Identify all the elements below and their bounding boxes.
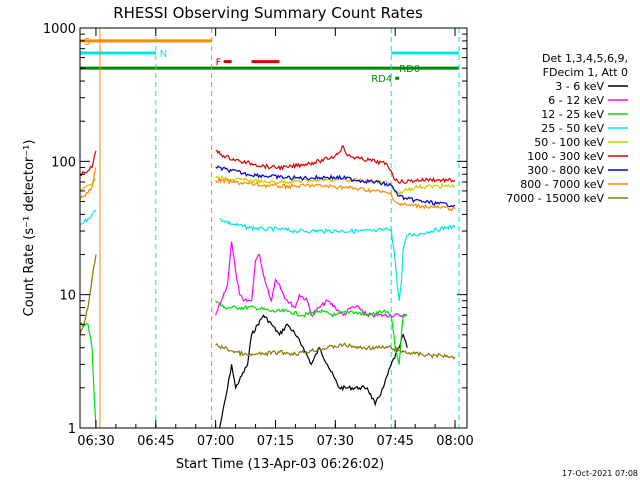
y-tick-label-1: 10	[59, 289, 76, 304]
series-line-8-0	[80, 254, 97, 335]
x-tick-label-5: 07:45	[376, 434, 413, 449]
series-line-7-0	[80, 167, 97, 200]
x-tick-label-2: 07:00	[197, 434, 234, 449]
y-tick-label-0: 1	[68, 422, 76, 437]
plot-frame	[79, 27, 468, 429]
series-line-3-1	[219, 218, 456, 301]
x-tick-label-0: 06:30	[77, 434, 114, 449]
series-line-5-0	[80, 150, 97, 177]
axis-ticks: 06:30 06:45 07:00 07:15 07:30 07:45 08:00 1 10 10…	[43, 22, 474, 449]
footer-date: 17-Oct-2021 07:08	[562, 469, 638, 478]
legend-header-0: Det 1,3,4,5,6,9,	[542, 52, 628, 65]
x-axis-label: Start Time (13-Apr-03 06:26:02)	[176, 457, 384, 472]
series-line-1-0	[215, 241, 408, 319]
legend-label-8: 7000 - 15000 keV	[506, 192, 604, 205]
legend-label-1: 6 - 12 keV	[548, 94, 604, 107]
y-tick-label-3: 1000	[43, 22, 76, 37]
series-line-4-1	[215, 175, 456, 195]
legend-label-5: 100 - 300 keV	[527, 150, 604, 163]
series-line-8-1	[215, 342, 456, 360]
y-axis-label: Count Rate (s⁻¹ detector⁻¹)	[22, 140, 37, 317]
series-line-2-0	[80, 321, 97, 428]
legend: Det 1,3,4,5,6,9,FDecim 1, Att 03 - 6 keV…	[506, 52, 628, 205]
series-line-0-0	[219, 314, 408, 428]
series-line-2-1	[215, 300, 408, 365]
vertical-markers	[99, 28, 460, 428]
chart-title: RHESSI Observing Summary Count Rates	[113, 4, 423, 22]
y-tick-label-2: 100	[51, 155, 76, 170]
flag-label-5: RD0	[399, 64, 420, 75]
x-tick-label-3: 07:15	[257, 434, 294, 449]
flag-label-3: F	[216, 58, 222, 69]
x-tick-label-6: 08:00	[436, 434, 473, 449]
legend-label-0: 3 - 6 keV	[555, 80, 604, 93]
flag-bars: S N F RD0 RD4	[80, 37, 460, 85]
series-lines	[80, 145, 456, 428]
legend-label-4: 50 - 100 keV	[534, 136, 604, 149]
legend-header-1: FDecim 1, Att 0	[543, 66, 628, 79]
series-line-3-0	[80, 209, 97, 225]
legend-label-2: 12 - 25 keV	[541, 108, 604, 121]
legend-label-6: 300 - 800 keV	[527, 164, 604, 177]
series-line-6-0	[215, 165, 456, 208]
flag-label-1: N	[160, 49, 167, 60]
flag-label-6: RD4	[371, 74, 392, 85]
series-line-7-1	[215, 176, 456, 212]
x-tick-label-1: 06:45	[137, 434, 174, 449]
series-line-5-1	[215, 145, 456, 184]
legend-label-7: 800 - 7000 keV	[520, 178, 604, 191]
x-tick-label-4: 07:30	[317, 434, 354, 449]
flag-label-0: S	[84, 37, 90, 48]
legend-label-3: 25 - 50 keV	[541, 122, 604, 135]
